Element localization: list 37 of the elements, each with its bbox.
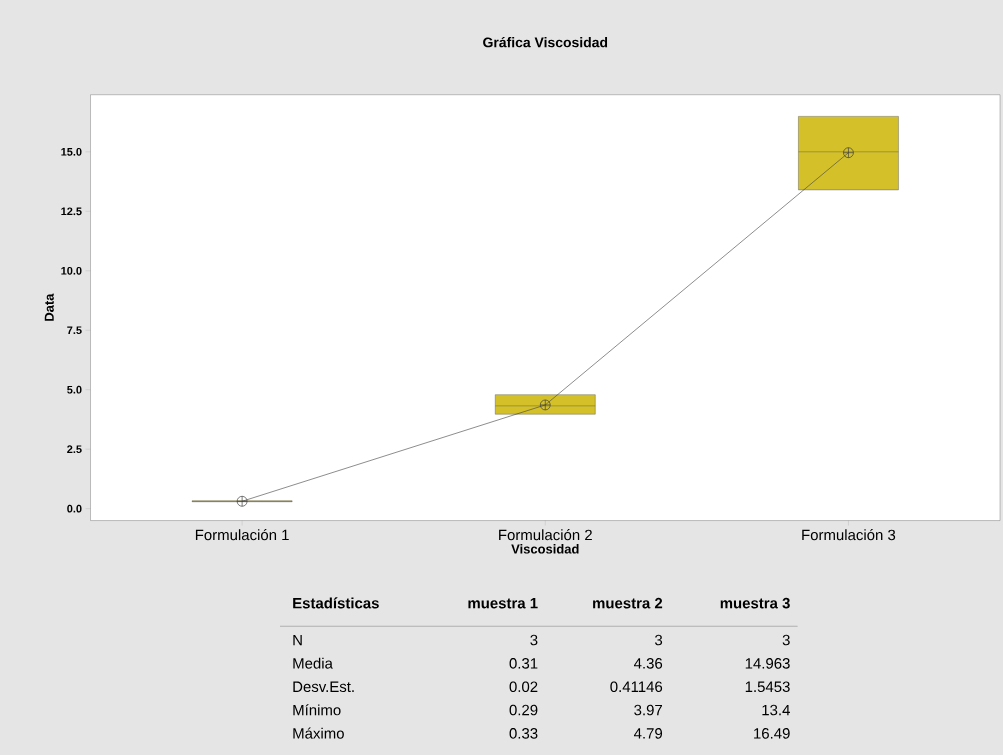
y-tick-label: 12.5 [61,207,82,216]
category-label: N [293,634,302,646]
category-label: muestra 3 [720,597,790,609]
y-tick-label: 0.0 [67,504,82,513]
text: 0.41146 [610,681,663,693]
text: 3 [655,634,663,646]
text: 16.49 [754,728,790,739]
text: 3.97 [634,704,662,716]
text: Estadísticas [293,597,379,609]
y-tick-label: 10.0 [61,266,82,275]
x-tick-label: Formulación 1 [195,529,289,541]
chart-title: Gráfica Viscosidad [483,36,608,48]
category-label: muestra 1 [468,598,538,609]
category-label: Máximo [293,727,344,739]
y-tick-label: 5.0 [67,385,82,394]
text: 14.963 [745,658,790,669]
text: 13.4 [762,704,790,716]
x-axis-title: Viscosidad [511,544,579,554]
text: 4.36 [633,658,663,669]
category-label: Desv.Est. [293,681,354,693]
x-tick-label: Formulación 2 [499,529,592,541]
y-tick-label: 2.5 [67,445,82,454]
y-tick-label: 7.5 [67,326,82,335]
y-axis-title: Data [44,293,54,321]
text: 0.33 [509,728,538,739]
text: 4.79 [633,728,663,739]
text: 0.29 [509,704,538,716]
text: 1.5453 [745,681,790,693]
category-label: muestra 2 [593,597,663,609]
text: 0.31 [509,658,538,669]
text: 3 [782,634,790,646]
category-label: Mínimo [293,704,341,716]
category-label: Media [293,657,333,669]
text: 0.02 [509,681,538,693]
x-tick-label: Formulación 3 [802,529,896,541]
text: 3 [530,634,538,646]
y-tick-label: 15.0 [61,148,82,156]
